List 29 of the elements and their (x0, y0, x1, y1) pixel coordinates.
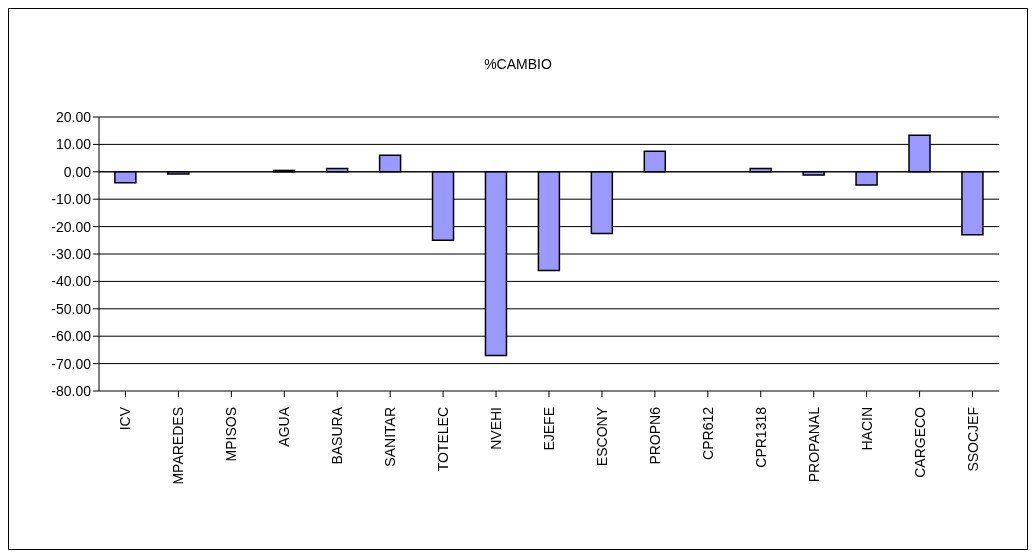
x-tick-label: ESCONY (593, 406, 610, 467)
x-tick-label: BASURA (329, 406, 346, 465)
y-tick-label: 0.00 (63, 163, 92, 180)
x-tick-label: ICV (117, 406, 134, 431)
x-tick-label: NVEHI (488, 407, 505, 450)
chart-title: %CAMBIO (483, 56, 553, 72)
x-tick-label: CARGECO (911, 406, 928, 478)
x-tick-label: PROPANAL (805, 406, 822, 483)
x-tick-label: TOTELEC (435, 407, 452, 472)
y-tick-label: -80.00 (51, 382, 92, 399)
y-tick-label: -50.00 (51, 300, 92, 317)
y-tick-label: -40.00 (51, 273, 92, 290)
x-tick-label: EJEFE (541, 407, 557, 451)
y-tick-label: -20.00 (51, 218, 92, 235)
y-tick-label: -10.00 (51, 191, 92, 208)
y-tick-label: -30.00 (51, 245, 92, 262)
x-tick-label: HACIN (858, 407, 875, 451)
y-tick-label: 10.00 (55, 136, 92, 153)
x-tick-label: SSOCJEF (964, 407, 981, 472)
x-tick-label: CPR1318 (752, 406, 769, 468)
y-tick-label: 20.00 (55, 108, 92, 125)
x-tick-label: CPR612 (699, 406, 716, 460)
x-tick-label: AGUA (276, 406, 293, 447)
x-tick-label: PROPN6 (646, 406, 663, 465)
x-tick-label: SANITAR (382, 407, 399, 467)
y-tick-label: -60.00 (51, 328, 92, 345)
y-tick-label: -70.00 (51, 355, 92, 372)
x-tick-label: MPISOS (223, 407, 240, 462)
x-tick-label: MPAREDES (170, 407, 187, 485)
